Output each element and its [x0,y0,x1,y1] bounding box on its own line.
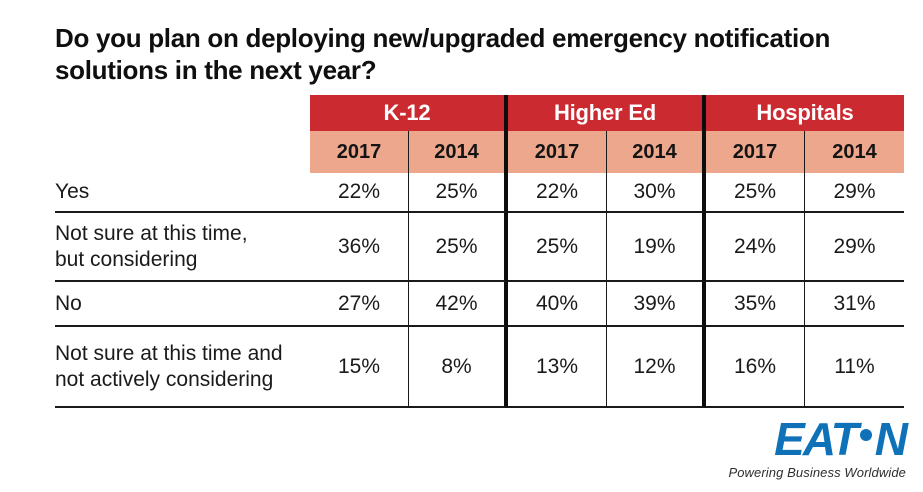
header-spacer [55,131,310,173]
cell-yes-highered-2017: 22% [508,173,607,213]
eaton-tagline: Powering Business Worldwide [728,465,906,480]
cell-nsc-hospitals-2017: 24% [706,213,805,282]
cell-nsn-k12-2014: 8% [409,327,508,408]
cell-nsn-hospitals-2017: 16% [706,327,805,408]
eaton-logo: EAT N Powering Business Worldwide [728,413,908,480]
cell-nsn-highered-2017: 13% [508,327,607,408]
survey-table: K-12 Higher Ed Hospitals 2017 2014 2017 … [55,95,904,408]
cell-nsc-hospitals-2014: 29% [805,213,904,282]
cell-yes-highered-2014: 30% [607,173,706,213]
cell-nsn-k12-2017: 15% [310,327,409,408]
eaton-wordmark-right: N [874,413,908,465]
cell-nsn-hospitals-2014: 11% [805,327,904,408]
chart-title: Do you plan on deploying new/upgraded em… [55,23,831,85]
col-group-k12: K-12 [310,95,508,131]
cell-nsc-highered-2017: 25% [508,213,607,282]
cell-no-hospitals-2017: 35% [706,282,805,327]
cell-nsc-highered-2014: 19% [607,213,706,282]
col-header-k12-2014: 2014 [409,131,508,173]
row-label-yes: Yes [55,173,310,213]
cell-yes-k12-2017: 22% [310,173,409,213]
header-spacer [55,95,310,131]
cell-nsc-k12-2017: 36% [310,213,409,282]
cell-no-k12-2017: 27% [310,282,409,327]
col-group-hospitals: Hospitals [706,95,904,131]
cell-no-highered-2017: 40% [508,282,607,327]
cell-yes-hospitals-2014: 29% [805,173,904,213]
eaton-wordmark-left: EAT [774,413,859,465]
cell-yes-hospitals-2017: 25% [706,173,805,213]
cell-nsc-k12-2014: 25% [409,213,508,282]
col-header-highered-2017: 2017 [508,131,607,173]
cell-nsn-highered-2014: 12% [607,327,706,408]
col-header-hospitals-2017: 2017 [706,131,805,173]
col-header-hospitals-2014: 2014 [805,131,904,173]
cell-no-highered-2014: 39% [607,282,706,327]
row-label-notsure-notconsidering: Not sure at this time and not actively c… [55,327,310,408]
col-header-highered-2014: 2014 [607,131,706,173]
col-group-higher-ed: Higher Ed [508,95,706,131]
row-label-notsure-considering: Not sure at this time, but considering [55,213,310,282]
col-header-k12-2017: 2017 [310,131,409,173]
eaton-o-dot-icon [859,429,872,441]
cell-yes-k12-2014: 25% [409,173,508,213]
cell-no-hospitals-2014: 31% [805,282,904,327]
row-label-no: No [55,282,310,327]
eaton-wordmark: EAT N [774,413,908,465]
cell-no-k12-2014: 42% [409,282,508,327]
